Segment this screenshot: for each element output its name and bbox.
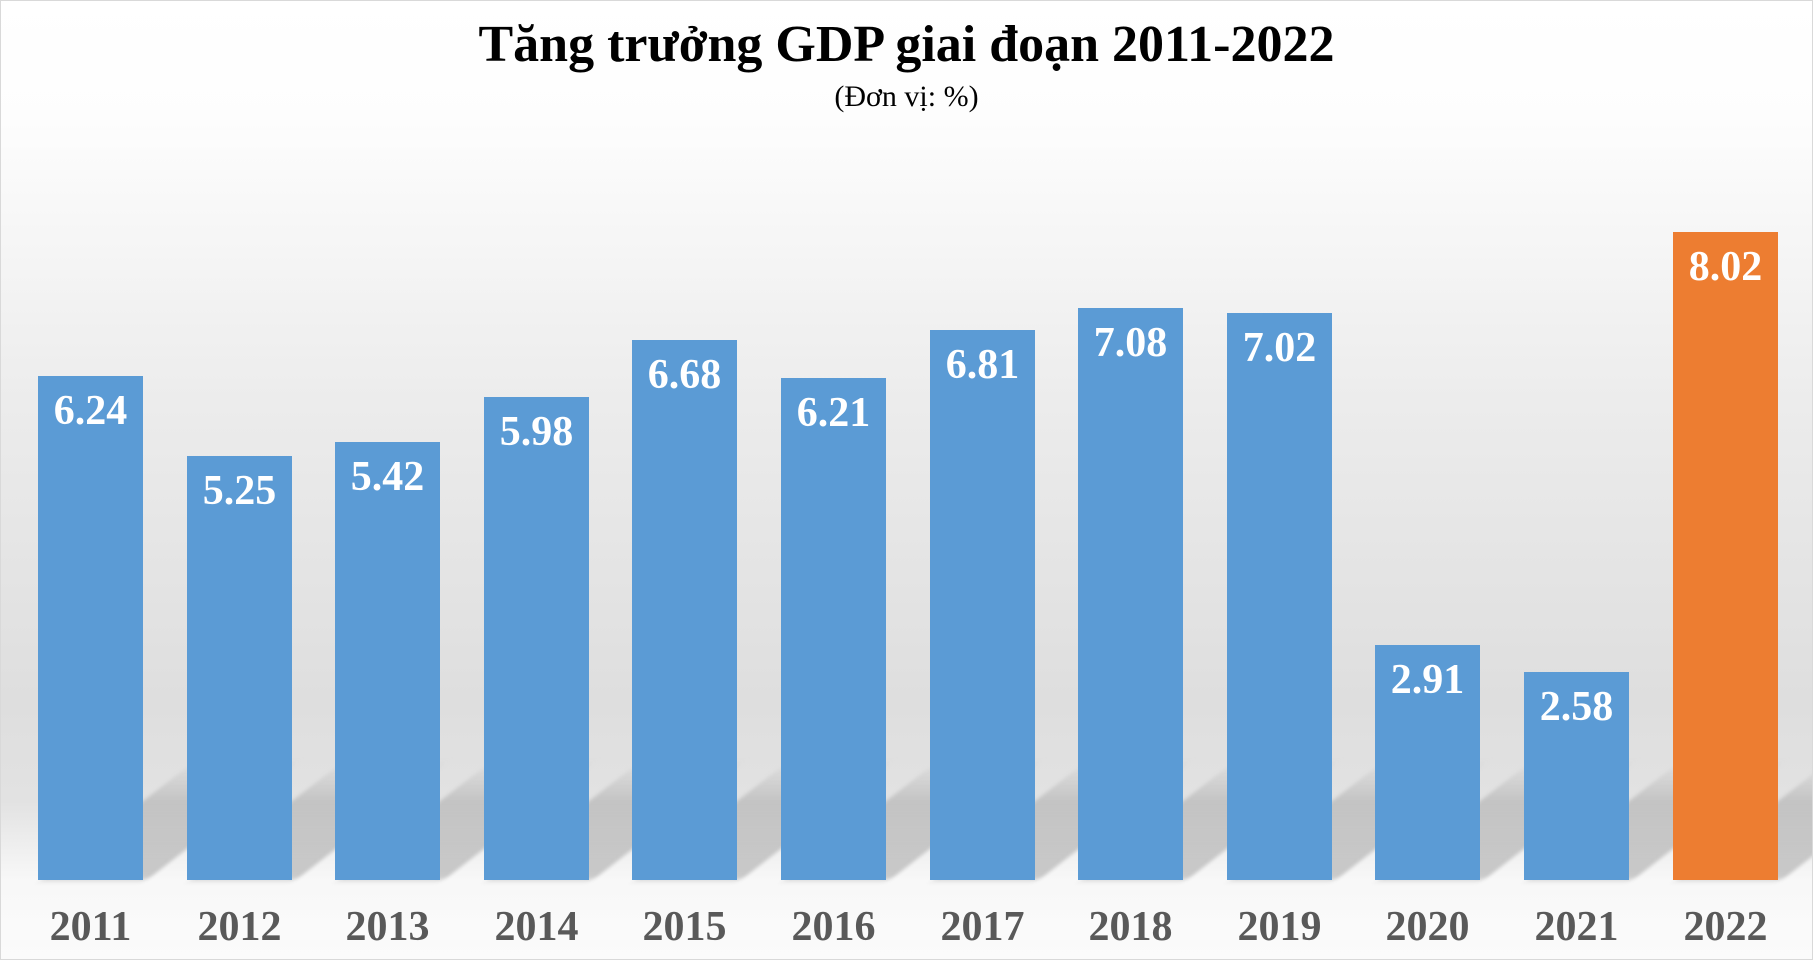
x-axis-label: 2022 xyxy=(1683,904,1768,950)
bar-2015: 6.68 xyxy=(632,340,737,880)
bar-2017: 6.81 xyxy=(930,330,1035,880)
bar-value-label: 6.24 xyxy=(53,388,128,434)
x-axis-label: 2016 xyxy=(791,904,876,950)
bar-value-label: 5.98 xyxy=(499,409,574,455)
x-axis-label: 2020 xyxy=(1385,904,1470,950)
bar-value-label: 6.21 xyxy=(796,390,871,436)
x-axis-label: 2018 xyxy=(1088,904,1173,950)
bar-2013: 5.42 xyxy=(335,442,440,880)
bar-value-label: 5.42 xyxy=(350,454,425,500)
bar-2018: 7.08 xyxy=(1078,308,1183,880)
bar-value-label: 2.58 xyxy=(1539,684,1614,730)
x-axis-label: 2019 xyxy=(1237,904,1322,950)
x-axis-label: 2012 xyxy=(197,904,282,950)
bar-2016: 6.21 xyxy=(781,378,886,880)
bar-value-label: 5.25 xyxy=(202,468,277,514)
x-axis-label: 2017 xyxy=(940,904,1025,950)
x-axis-label: 2021 xyxy=(1534,904,1619,950)
bar-value-label: 6.68 xyxy=(647,352,722,398)
bar-2021: 2.58 xyxy=(1524,672,1629,880)
bar-value-label: 7.02 xyxy=(1242,325,1317,371)
bar-2014: 5.98 xyxy=(484,397,589,880)
bar-value-label: 7.08 xyxy=(1093,320,1168,366)
x-axis-label: 2015 xyxy=(642,904,727,950)
bar-2012: 5.25 xyxy=(187,456,292,880)
chart-subtitle: (Đơn vị: %) xyxy=(834,80,979,113)
bar-2011: 6.24 xyxy=(38,376,143,880)
bar-2019: 7.02 xyxy=(1227,313,1332,880)
bar-value-label: 8.02 xyxy=(1688,244,1763,290)
chart-title: Tăng trưởng GDP giai đoạn 2011-2022 xyxy=(478,16,1335,73)
bar-value-label: 6.81 xyxy=(945,342,1020,388)
x-axis-label: 2011 xyxy=(49,904,132,950)
x-axis-label: 2013 xyxy=(345,904,430,950)
bar-value-label: 2.91 xyxy=(1390,657,1465,703)
bar-2022: 8.02 xyxy=(1673,232,1778,880)
bar-2020: 2.91 xyxy=(1375,645,1480,880)
x-axis-label: 2014 xyxy=(494,904,579,950)
